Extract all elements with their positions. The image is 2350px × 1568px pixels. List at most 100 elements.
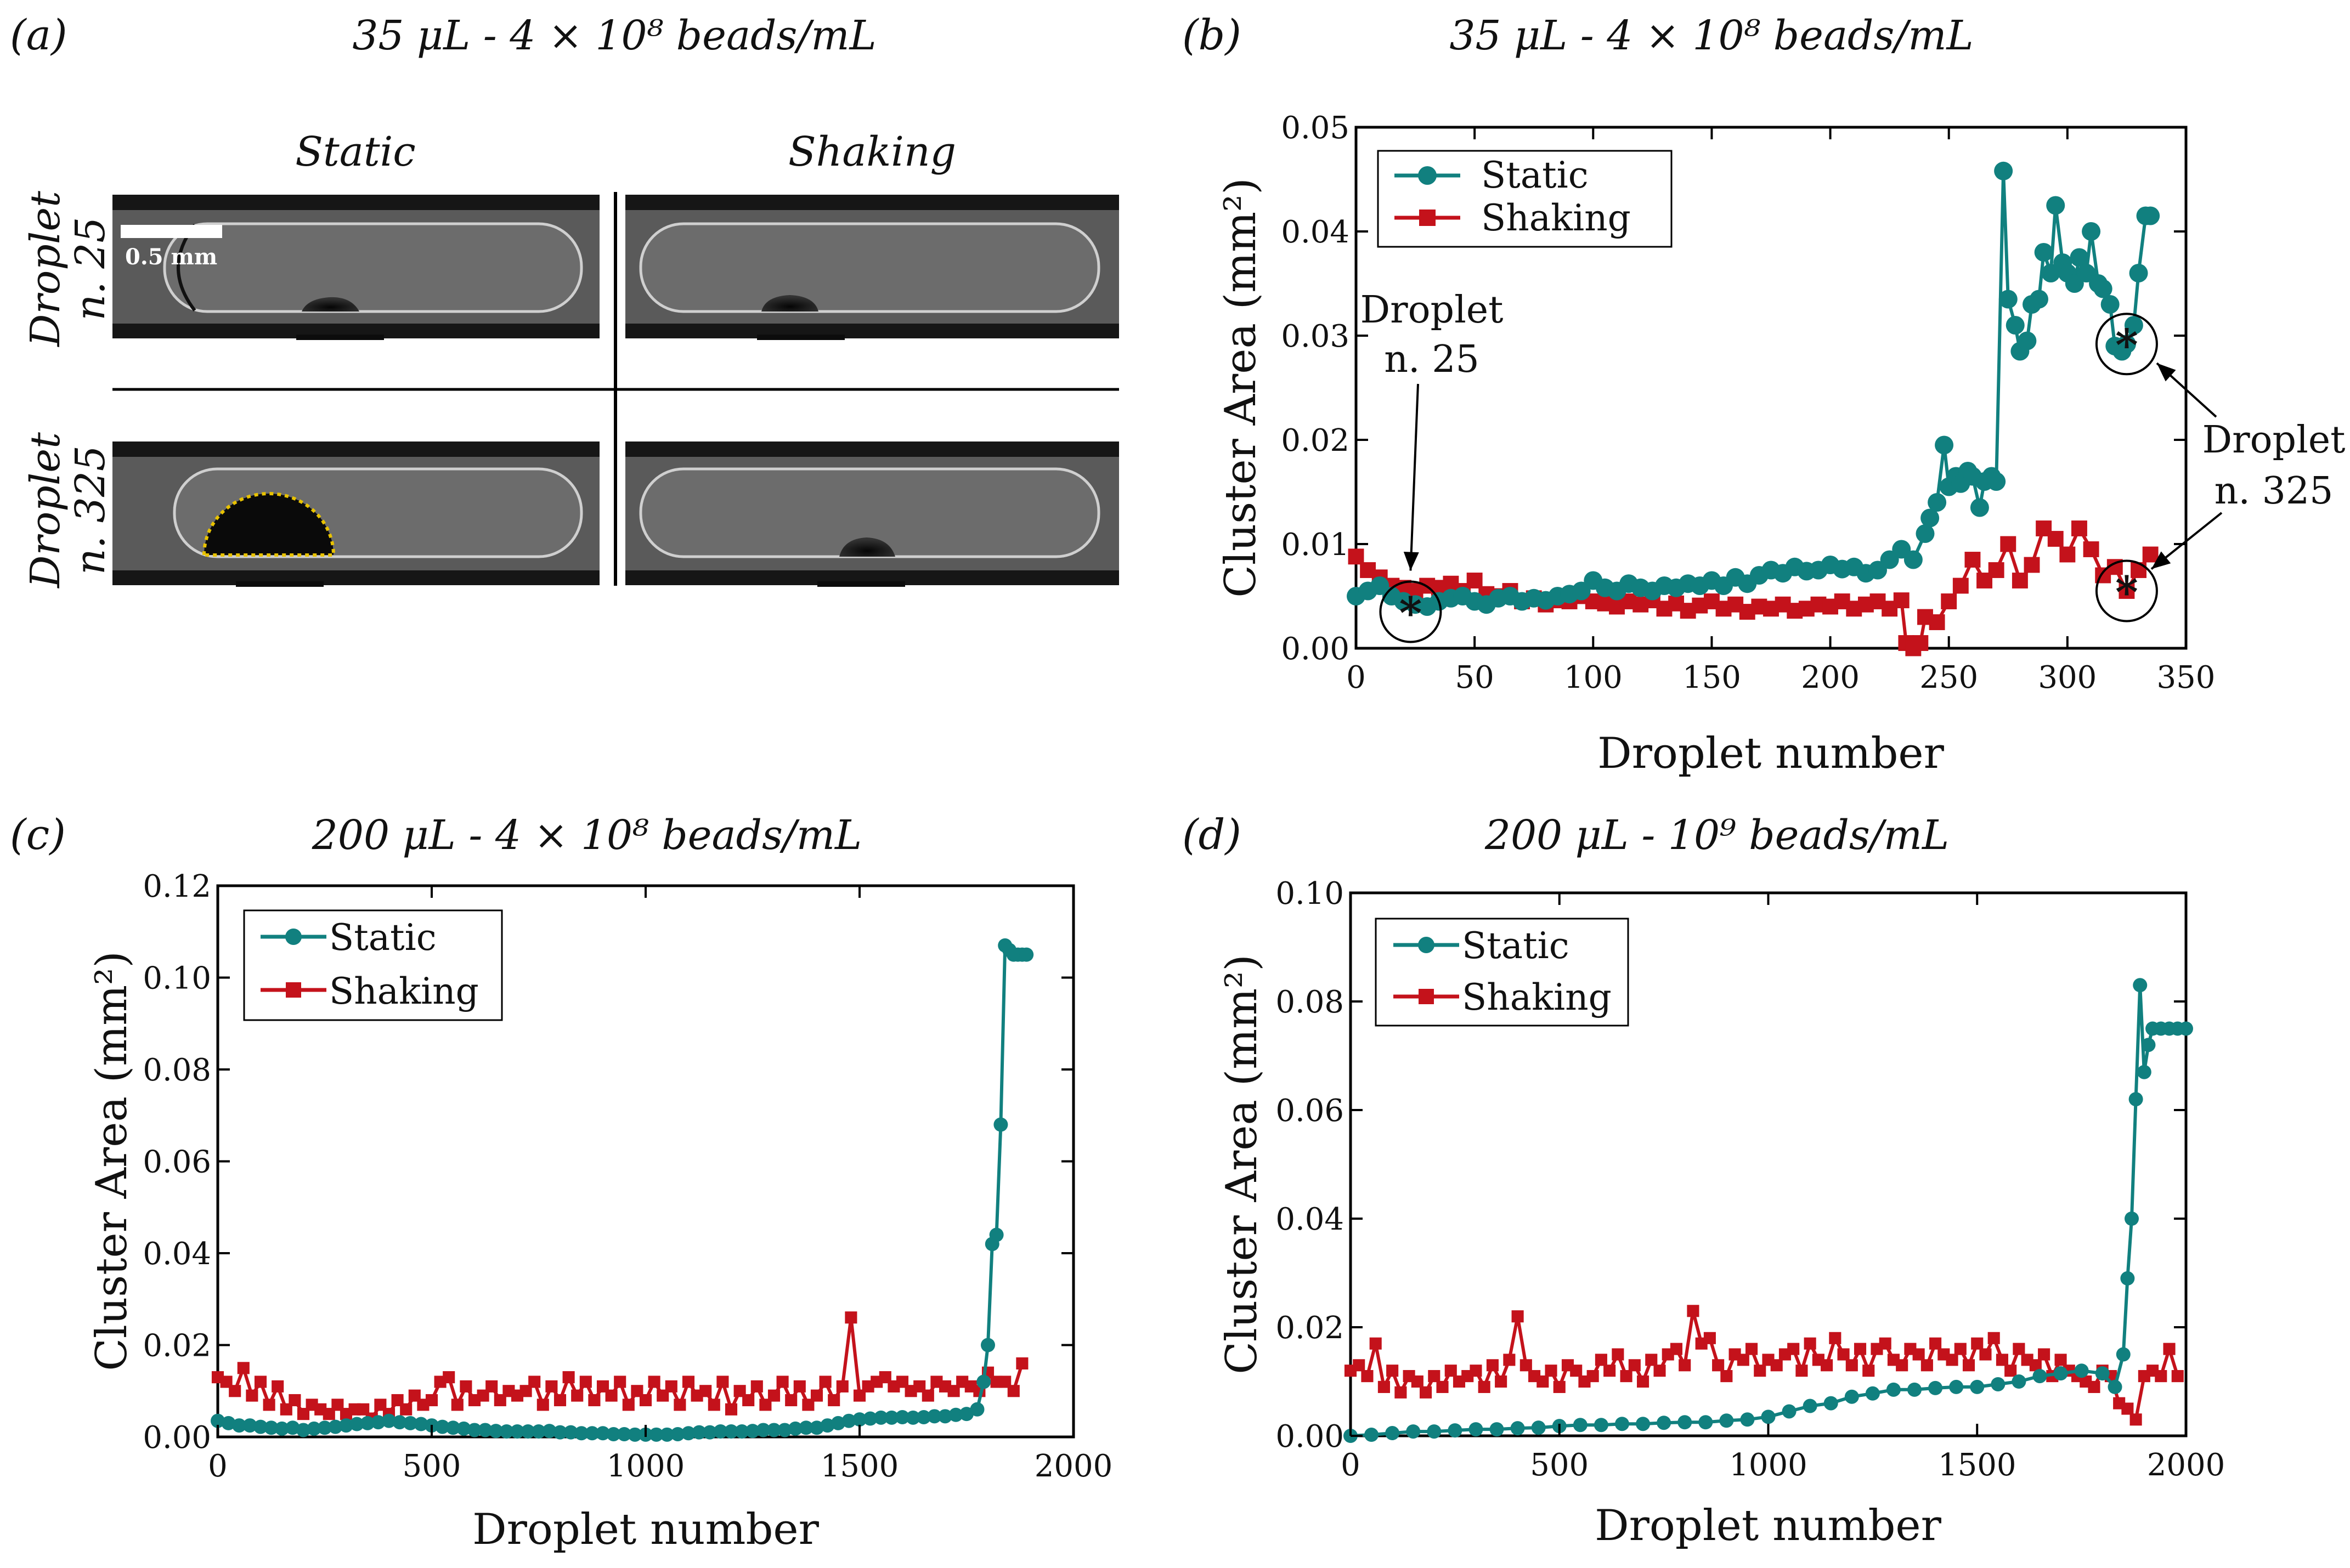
data-point-shaking	[776, 1375, 789, 1388]
data-point-shaking	[716, 1375, 729, 1388]
data-point-shaking	[1804, 1337, 1816, 1350]
data-point-static	[1949, 1379, 1964, 1394]
data-point-shaking	[2012, 573, 2028, 588]
legend-static-marker	[1418, 937, 1434, 953]
legend-shaking-marker	[286, 982, 301, 998]
data-point-shaking	[622, 1399, 635, 1411]
data-point-shaking	[1553, 1380, 1566, 1393]
data-point-shaking	[1620, 1370, 1632, 1383]
data-point-shaking	[1712, 1359, 1725, 1372]
data-point-static	[767, 1423, 781, 1437]
y-tick-label: 0.00	[1275, 1419, 1344, 1454]
data-point-shaking	[246, 1389, 258, 1402]
data-point-static	[478, 1423, 493, 1437]
data-point-shaking	[400, 1403, 413, 1416]
chart-b-legend: Static Shaking	[1377, 150, 1673, 248]
data-point-shaking	[1361, 1370, 1374, 1383]
data-point-static	[681, 1426, 696, 1441]
data-point-static	[2018, 331, 2037, 350]
data-point-shaking	[1962, 1359, 1975, 1372]
annotation-droplet-25-line1: Droplet	[1360, 288, 1504, 332]
y-tick-label: 0.02	[1275, 1310, 1344, 1346]
data-point-static	[318, 1420, 332, 1435]
chart-c-label: (c)	[10, 810, 66, 859]
data-point-static	[1903, 550, 1923, 569]
data-point-shaking	[1912, 635, 1929, 651]
data-point-shaking	[1545, 1365, 1557, 1377]
data-point-shaking	[1377, 1380, 1390, 1393]
data-point-static	[1531, 1420, 1546, 1435]
data-point-static	[1594, 1418, 1608, 1433]
data-point-shaking	[2171, 1370, 2184, 1383]
data-point-static	[1448, 1423, 1462, 1438]
annotation-arrowhead	[2151, 551, 2171, 569]
data-point-shaking	[1595, 1354, 1607, 1366]
data-point-shaking	[2163, 1343, 2176, 1355]
data-point-shaking	[571, 1389, 584, 1402]
data-point-static	[777, 1423, 792, 1437]
data-point-shaking	[1941, 593, 1957, 609]
data-point-static	[275, 1421, 289, 1436]
data-point-shaking	[605, 1389, 618, 1402]
x-tick-label: 150	[1682, 660, 1741, 695]
chart-d: (d) 200 μL - 10⁹ beads/mL 0 500 1000 1500 20…	[1182, 810, 2225, 1550]
data-point-shaking	[1988, 562, 2004, 578]
data-point-static	[895, 1409, 910, 1424]
data-point-static	[841, 1413, 856, 1428]
data-point-static	[1916, 524, 1935, 543]
data-point-shaking	[220, 1375, 233, 1388]
cluster-outline	[202, 492, 336, 557]
data-point-static	[788, 1421, 803, 1436]
data-point-shaking	[2004, 1365, 2017, 1377]
data-point-shaking	[947, 1385, 960, 1397]
data-point-shaking	[733, 1385, 746, 1397]
data-point-static	[1427, 1424, 1442, 1439]
data-point-shaking	[494, 1394, 506, 1407]
highlight-circle	[2095, 313, 2158, 376]
data-point-shaking	[1979, 1348, 1992, 1361]
data-point-shaking	[1353, 1359, 1365, 1372]
data-point-static	[628, 1427, 642, 1442]
data-point-shaking	[2059, 546, 2076, 563]
data-point-shaking	[657, 1389, 669, 1402]
data-point-static	[467, 1423, 482, 1437]
data-point-static	[360, 1416, 375, 1430]
data-point-static	[756, 1423, 771, 1437]
data-point-static	[2141, 206, 2160, 225]
y-tick-label: 0.00	[1281, 631, 1349, 667]
data-point-static	[585, 1426, 600, 1441]
data-point-static	[906, 1410, 920, 1425]
y-tick-label: 0.08	[1275, 984, 1344, 1020]
y-tick-label: 0.10	[143, 961, 211, 997]
annotation-droplet-325-line2: n. 325	[2215, 469, 2334, 513]
data-point-static	[232, 1418, 246, 1433]
data-point-shaking	[536, 1399, 549, 1411]
data-point-shaking	[2129, 1413, 2142, 1426]
data-point-static	[735, 1424, 749, 1439]
data-point-shaking	[759, 1399, 772, 1411]
data-point-shaking	[1603, 1365, 1616, 1377]
data-point-shaking	[408, 1389, 421, 1402]
data-point-shaking	[2054, 1354, 2067, 1366]
y-tick-label: 0.05	[1281, 110, 1349, 146]
y-tick-label: 0.06	[143, 1145, 211, 1180]
data-point-shaking	[1486, 1359, 1499, 1372]
data-point-shaking	[425, 1394, 438, 1407]
data-point-static	[446, 1420, 460, 1435]
chart-b: (b) 35 μL - 4 × 10⁸ beads/mL 0 50 100 150 20…	[1182, 10, 2345, 778]
data-point-shaking	[263, 1399, 275, 1411]
data-point-shaking	[451, 1399, 464, 1411]
row1-label-line2: n. 25	[67, 217, 114, 321]
data-point-shaking	[1394, 1386, 1407, 1399]
data-point-static	[981, 1338, 995, 1352]
data-point-shaking	[588, 1394, 601, 1407]
data-point-shaking	[845, 1311, 857, 1324]
data-point-static	[724, 1424, 738, 1439]
chart-d-series-layer	[1343, 978, 2193, 1443]
data-point-static	[2074, 1363, 2089, 1378]
data-point-static	[2133, 978, 2148, 993]
data-point-static	[1928, 493, 1947, 512]
highlight-circle	[2095, 559, 2158, 622]
y-tick-label: 0.01	[1281, 527, 1349, 563]
data-point-shaking	[1503, 1354, 1516, 1366]
